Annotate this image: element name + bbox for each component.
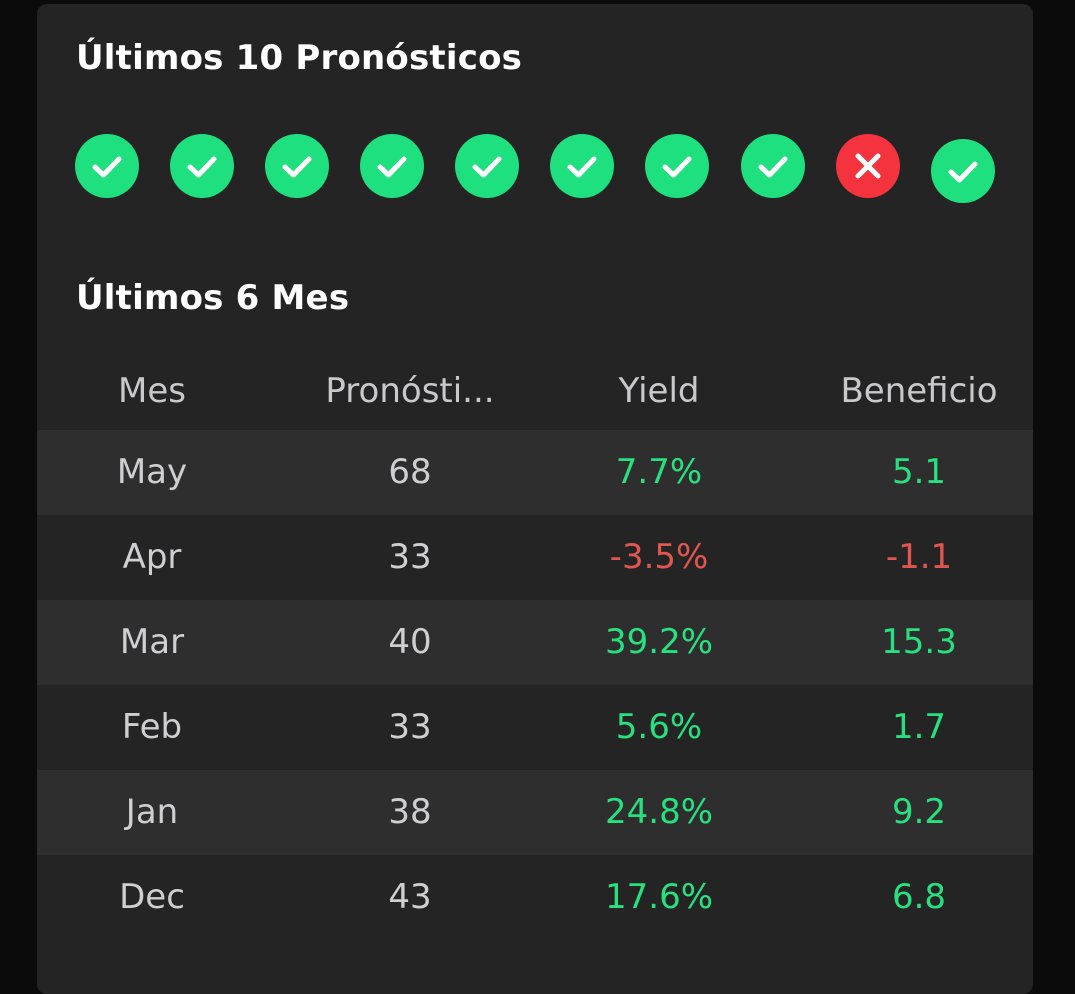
table-row: Apr 33 -3.5% -1.1	[37, 515, 1033, 600]
cell-yield: 24.8%	[604, 792, 714, 832]
cross-icon	[836, 134, 900, 198]
check-icon	[550, 134, 614, 198]
monthly-table-body: May 68 7.7% 5.1 Apr 33 -3.5% -1.1 Mar 40 39.2% 15.3…	[37, 430, 1033, 940]
column-header-predictions[interactable]: Pronósti...	[325, 371, 495, 411]
result-win-6	[550, 134, 614, 198]
result-win-8	[741, 134, 805, 198]
cell-profit: 6.8	[891, 877, 947, 917]
check-icon	[265, 134, 329, 198]
cell-profit: 9.2	[891, 792, 947, 832]
result-win-5	[455, 134, 519, 198]
check-icon	[170, 134, 234, 198]
cell-month: Jan	[125, 792, 179, 832]
result-win-2	[170, 134, 234, 198]
table-row: Mar 40 39.2% 15.3	[37, 600, 1033, 685]
cell-predictions: 40	[388, 622, 432, 662]
check-icon	[931, 139, 995, 203]
monthly-table-header: Mes Pronósti... Yield Beneficio	[37, 352, 1033, 430]
cell-yield: 39.2%	[604, 622, 714, 662]
recent-predictions-title: Últimos 10 Pronósticos	[76, 38, 523, 78]
recent-results-row	[75, 134, 1033, 214]
result-loss-9	[836, 134, 900, 198]
result-win-7	[645, 134, 709, 198]
cell-predictions: 33	[388, 537, 432, 577]
result-win-4	[360, 134, 424, 198]
stats-card: Últimos 10 Pronósticos Últimos 6 Mes Mes…	[37, 4, 1033, 994]
cell-profit: 15.3	[881, 622, 957, 662]
table-row: May 68 7.7% 5.1	[37, 430, 1033, 515]
cell-yield: 7.7%	[615, 452, 703, 492]
result-win-10	[931, 139, 995, 203]
cell-predictions: 38	[388, 792, 432, 832]
cell-profit: 5.1	[891, 452, 947, 492]
cell-yield: -3.5%	[609, 537, 709, 577]
result-win-3	[265, 134, 329, 198]
table-row: Dec 43 17.6% 6.8	[37, 855, 1033, 940]
monthly-stats-title: Últimos 6 Mes	[76, 278, 350, 318]
column-header-month[interactable]: Mes	[118, 371, 186, 411]
table-row: Feb 33 5.6% 1.7	[37, 685, 1033, 770]
column-header-yield[interactable]: Yield	[618, 371, 700, 411]
cell-predictions: 33	[388, 707, 432, 747]
check-icon	[360, 134, 424, 198]
cell-month: Apr	[122, 537, 182, 577]
check-icon	[645, 134, 709, 198]
cell-profit: -1.1	[885, 537, 953, 577]
cell-month: Feb	[121, 707, 183, 747]
cell-profit: 1.7	[891, 707, 947, 747]
cell-yield: 5.6%	[615, 707, 703, 747]
check-icon	[741, 134, 805, 198]
result-win-1	[75, 134, 139, 198]
check-icon	[455, 134, 519, 198]
table-row: Jan 38 24.8% 9.2	[37, 770, 1033, 855]
cell-month: Mar	[119, 622, 185, 662]
cell-predictions: 43	[388, 877, 432, 917]
cell-month: Dec	[119, 877, 185, 917]
check-icon	[75, 134, 139, 198]
cell-predictions: 68	[388, 452, 432, 492]
column-header-profit[interactable]: Beneficio	[840, 371, 998, 411]
cell-yield: 17.6%	[604, 877, 714, 917]
cell-month: May	[116, 452, 188, 492]
